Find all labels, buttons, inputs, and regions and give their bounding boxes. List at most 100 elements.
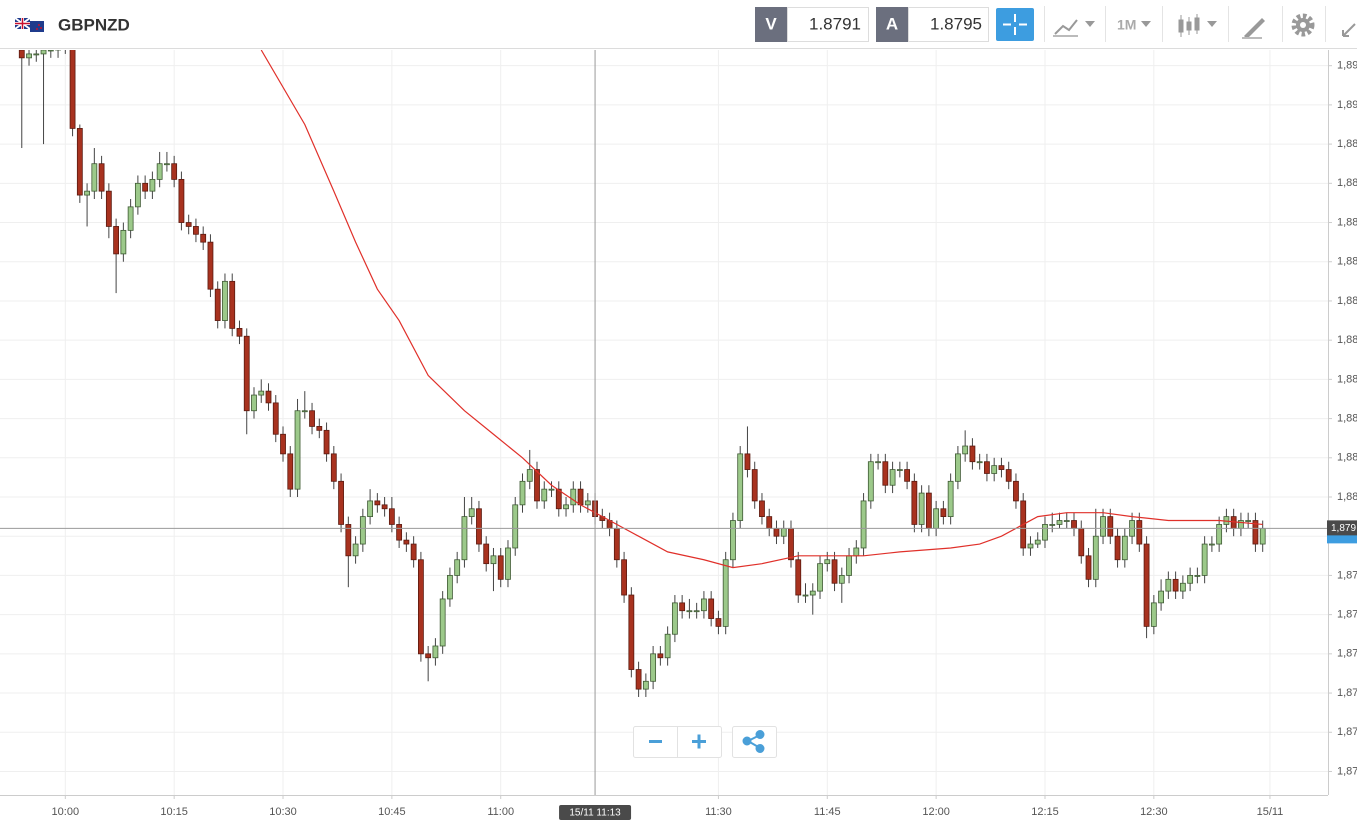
y-tick-label: 1,887 [1337, 216, 1357, 228]
ask-value: 1.8795 [930, 14, 982, 33]
candle-body [1158, 590, 1164, 604]
candle-body [1179, 582, 1186, 592]
candle-body [142, 182, 149, 192]
candle-body [280, 433, 286, 455]
x-tick-label: 10:15 [160, 806, 188, 818]
candle-body [497, 555, 504, 580]
chart-type-button[interactable] [1053, 19, 1095, 37]
candle-body [831, 559, 838, 584]
y-tick-label: 1,882 [1337, 412, 1357, 424]
zoom-in[interactable] [692, 734, 706, 749]
candle-body [1100, 516, 1106, 537]
y-tick-label: 1,874 [1337, 726, 1357, 738]
candle-body [483, 543, 490, 565]
settings-button[interactable] [1291, 13, 1315, 37]
x-tick-label: 15/11 [1257, 806, 1284, 818]
symbol: GBPNZD [58, 15, 130, 34]
header-bg [0, 0, 1357, 48]
y-tick-label: 1,877 [1337, 609, 1357, 621]
candle-body [788, 527, 794, 561]
candle-body [229, 280, 236, 329]
candle-body [671, 602, 678, 635]
candle-body [417, 559, 424, 655]
candle-body [193, 226, 199, 235]
y-tick-label: 1,881 [1337, 452, 1357, 464]
x-tick-label: 12:15 [1031, 806, 1059, 818]
candle-body [1252, 520, 1259, 545]
candle-body [1071, 520, 1077, 529]
candle-body [410, 543, 417, 561]
candle-body [998, 465, 1005, 470]
candle-body [925, 492, 932, 529]
candle-body [236, 327, 243, 337]
candle-body [1092, 535, 1099, 580]
candle-body [809, 590, 816, 596]
candle-body [613, 527, 620, 561]
candle-body [113, 226, 120, 255]
y-tick-label: 1,873 [1337, 765, 1357, 777]
candle-body [955, 453, 961, 482]
candle-body [309, 410, 315, 427]
candle-body [1172, 578, 1179, 592]
candle-body [403, 539, 410, 545]
candle-body [534, 469, 540, 502]
candle-body [1085, 555, 1092, 580]
candle-body [461, 516, 468, 561]
candle-body [1201, 543, 1208, 576]
candle-body [1042, 524, 1048, 541]
candle-body [838, 575, 845, 584]
candle-body [1238, 520, 1244, 529]
y-tick-label: 1,883 [1337, 373, 1357, 385]
candle-body [381, 504, 388, 510]
y-tick-label: 1,888 [1337, 177, 1357, 189]
candle-body [1136, 520, 1143, 545]
candle-body [476, 508, 482, 545]
candle-body [751, 469, 758, 502]
candle-body [214, 288, 221, 321]
candle-body [1078, 527, 1085, 557]
x-tick-label: 12:00 [922, 806, 950, 818]
crosshair-button[interactable] [996, 8, 1034, 41]
share-button[interactable] [742, 730, 765, 753]
expand-button[interactable] [1342, 23, 1356, 37]
candle-body [875, 461, 881, 464]
candle-body [628, 594, 635, 670]
ask-box [908, 7, 989, 42]
candle-body [171, 163, 178, 180]
candle-body [287, 453, 294, 490]
candle-type-button[interactable] [1178, 14, 1217, 37]
interval[interactable]: 1M [1117, 17, 1136, 33]
candle-body [1194, 575, 1201, 577]
candle-body [251, 394, 257, 412]
candle-body [345, 524, 352, 557]
candle-body [570, 488, 577, 506]
x-tick-label: 11:45 [814, 806, 841, 818]
candle-body [795, 559, 802, 596]
candle-body [265, 390, 272, 404]
bid-button[interactable] [755, 7, 787, 42]
crosshair-y-tag [1327, 520, 1357, 536]
candle-body [657, 653, 664, 659]
candle-body [991, 465, 998, 474]
candle-body [679, 602, 686, 612]
candle-body [1165, 578, 1172, 592]
x-tick-label: 10:30 [269, 806, 297, 818]
y-tick-label: 1,876 [1337, 648, 1357, 660]
candle-body [1056, 520, 1063, 525]
candle-body [156, 163, 163, 180]
candle-body [200, 233, 207, 243]
candle-body [134, 182, 141, 208]
ask-button[interactable] [876, 7, 908, 42]
candle-body [388, 508, 395, 525]
crosshair-x-label: 15/11 11:13 [569, 808, 621, 819]
candle-body [824, 559, 831, 565]
candle-body [548, 488, 555, 491]
candle-body [1245, 520, 1252, 522]
crosshair-y-label: 1,879 [1331, 523, 1356, 534]
candle-body [243, 335, 250, 412]
bid-label: V [765, 14, 777, 33]
draw-button[interactable] [1242, 18, 1265, 39]
candle-body [621, 559, 627, 596]
y-tick-label: 1,884 [1337, 334, 1357, 346]
